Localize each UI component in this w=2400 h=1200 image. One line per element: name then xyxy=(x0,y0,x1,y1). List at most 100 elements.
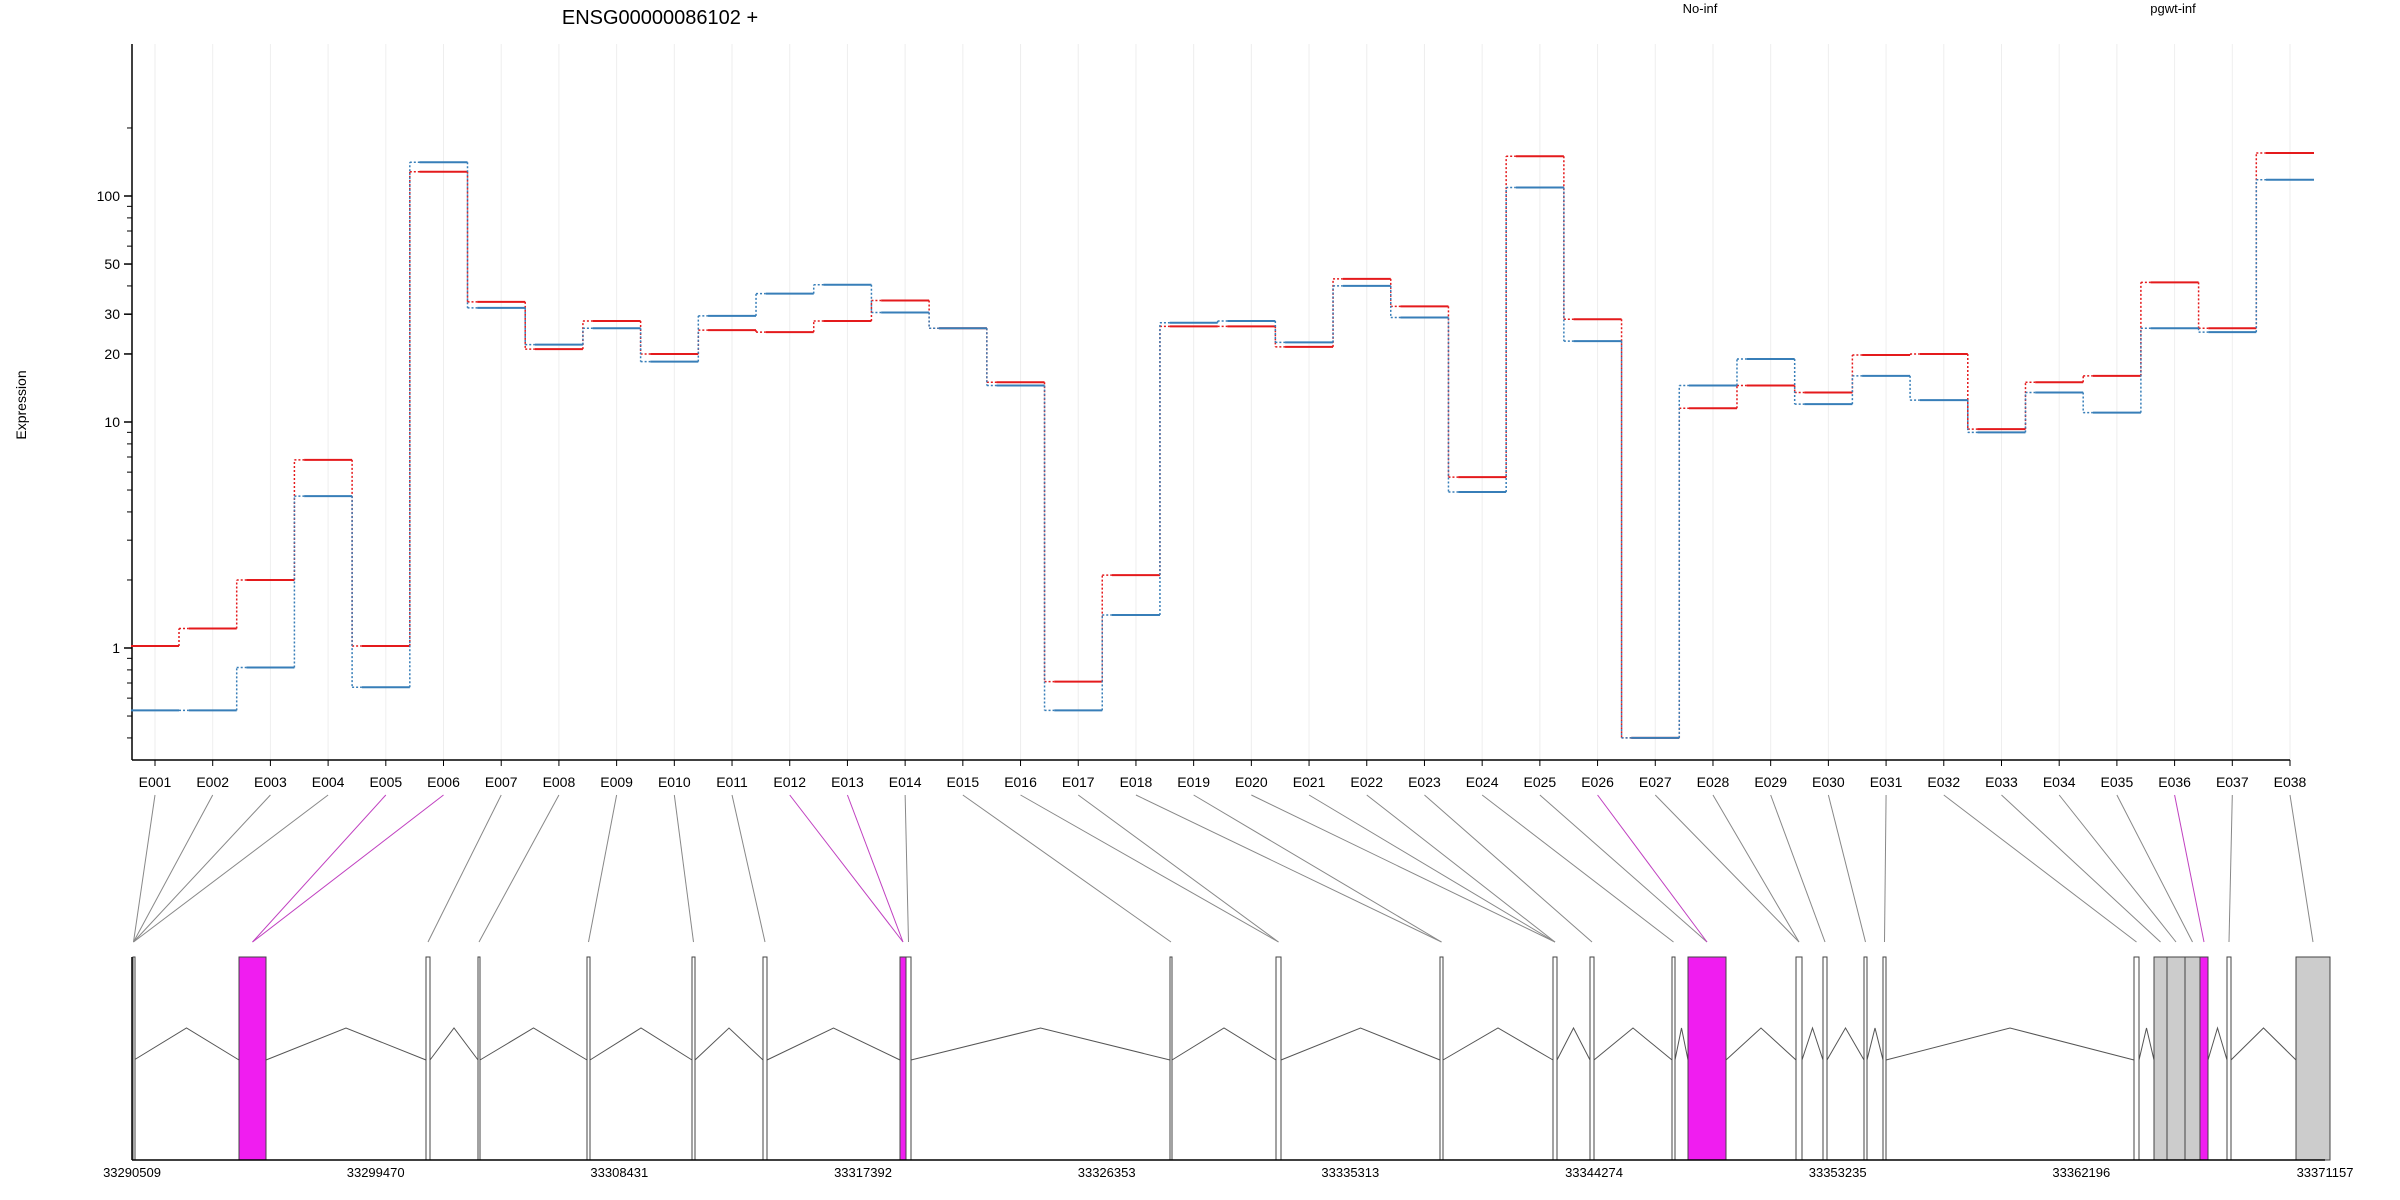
genomic-coordinate-label: 33308431 xyxy=(590,1165,648,1180)
exon-connector xyxy=(1193,794,1442,943)
x-tick-label: E019 xyxy=(1177,774,1210,790)
exon-connector xyxy=(588,794,618,943)
exon-connector xyxy=(789,794,904,943)
genomic-coordinate-label: 33371157 xyxy=(2297,1165,2354,1180)
y-tick-label: 100 xyxy=(97,188,121,204)
intron-line xyxy=(1885,1027,2135,1061)
exon-connector xyxy=(2058,794,2177,943)
exon-box xyxy=(1275,956,1282,1161)
exon-connector xyxy=(1943,794,2137,943)
exon-connector xyxy=(2116,794,2193,943)
x-tick-label: E008 xyxy=(543,774,576,790)
x-tick-label: E037 xyxy=(2216,774,2249,790)
exon-box xyxy=(1795,956,1803,1161)
intron-line xyxy=(766,1027,901,1061)
x-tick-label: E031 xyxy=(1870,774,1903,790)
exon-box xyxy=(477,956,481,1161)
intron-line xyxy=(694,1027,764,1061)
legend-series-pgwt-inf: pgwt-inf xyxy=(2150,1,2196,16)
intron-line xyxy=(2138,1027,2155,1061)
exon-connector xyxy=(1135,794,1442,943)
exon-connector xyxy=(1654,794,1800,943)
series-no-inf xyxy=(131,151,2314,739)
chart-title: ENSG00000086102 + xyxy=(562,7,758,29)
x-tick-label: E012 xyxy=(773,774,806,790)
x-tick-label: E006 xyxy=(427,774,460,790)
x-tick-label: E028 xyxy=(1697,774,1730,790)
intron-line xyxy=(1801,1026,1824,1061)
x-axis: E001 E002 E003 E004 E005 E006 E007 E008 E009 E010… xyxy=(132,759,2307,790)
x-tick-label: E035 xyxy=(2101,774,2134,790)
exon-box xyxy=(899,956,907,1161)
exon-connector xyxy=(1827,794,1866,943)
intron-line xyxy=(1866,1027,1884,1061)
x-tick-label: E017 xyxy=(1062,774,1095,790)
exon-box xyxy=(691,956,696,1161)
intron-line xyxy=(1556,1026,1591,1061)
exon-connector xyxy=(1424,794,1593,943)
series-pgwt-inf xyxy=(131,161,2314,739)
exon-connector xyxy=(2289,794,2314,943)
exon-connector xyxy=(673,794,694,943)
y-axis: 1 10 20 30 50 100 xyxy=(97,44,133,760)
vertical-grid xyxy=(154,44,2291,760)
x-tick-label: E002 xyxy=(196,774,229,790)
x-tick-label: E020 xyxy=(1235,774,1268,790)
x-tick-label: E030 xyxy=(1812,774,1845,790)
legend-series-no-inf: No-inf xyxy=(1683,1,1718,16)
exon-box xyxy=(2199,956,2209,1161)
exon-connector xyxy=(2228,794,2233,943)
x-tick-label: E016 xyxy=(1004,774,1037,790)
exon-connector xyxy=(133,794,214,943)
intron-line xyxy=(479,1027,588,1061)
x-tick-label: E001 xyxy=(139,774,172,790)
genomic-coordinate-label: 33335313 xyxy=(1321,1165,1379,1180)
series-lines xyxy=(131,151,2314,739)
x-tick-label: E036 xyxy=(2158,774,2191,790)
exon-box xyxy=(1552,956,1558,1161)
exon-connector xyxy=(962,794,1172,943)
x-tick-label: E015 xyxy=(946,774,979,790)
x-tick-label: E018 xyxy=(1120,774,1153,790)
exon-connector xyxy=(427,794,502,943)
exon-box xyxy=(1169,956,1173,1161)
intron-line xyxy=(133,1027,240,1061)
intron-line xyxy=(1674,1027,1689,1061)
y-tick-label: 1 xyxy=(112,640,120,656)
genomic-coordinate-label: 33290509 xyxy=(103,1165,161,1180)
genomic-coordinate-label: 33299470 xyxy=(347,1165,405,1180)
intron-line xyxy=(1826,1027,1865,1061)
exon-connector xyxy=(1597,794,1708,943)
intron-line xyxy=(1280,1027,1441,1061)
exon-box xyxy=(1671,956,1676,1161)
x-tick-label: E034 xyxy=(2043,774,2076,790)
x-tick-label: E025 xyxy=(1524,774,1557,790)
x-tick-label: E029 xyxy=(1754,774,1787,790)
intron-line xyxy=(910,1027,1171,1061)
exon-connector xyxy=(846,794,904,943)
x-tick-label: E010 xyxy=(658,774,691,790)
exon-connector xyxy=(904,794,909,943)
y-tick-label: 10 xyxy=(104,414,120,430)
exon-connector xyxy=(1712,794,1800,943)
x-tick-label: E033 xyxy=(1985,774,2018,790)
x-tick-label: E005 xyxy=(369,774,402,790)
exon-connector xyxy=(1481,794,1674,943)
exon-connector xyxy=(478,794,560,943)
exon-box xyxy=(2153,956,2168,1161)
intron-line xyxy=(2207,1026,2228,1061)
genomic-coordinate-label: 33326353 xyxy=(1078,1165,1136,1180)
exon-box xyxy=(2133,956,2140,1161)
x-tick-label: E023 xyxy=(1408,774,1441,790)
exon-box xyxy=(2184,956,2201,1161)
x-tick-label: E022 xyxy=(1350,774,1383,790)
x-tick-label: E004 xyxy=(312,774,345,790)
intron-line xyxy=(1442,1027,1554,1061)
exon-box xyxy=(2166,956,2186,1161)
intron-line xyxy=(2230,1027,2297,1061)
x-tick-label: E038 xyxy=(2274,774,2307,790)
intron-line xyxy=(1725,1027,1797,1061)
exon-connector xyxy=(1770,794,1826,943)
exon-box xyxy=(2295,956,2331,1161)
